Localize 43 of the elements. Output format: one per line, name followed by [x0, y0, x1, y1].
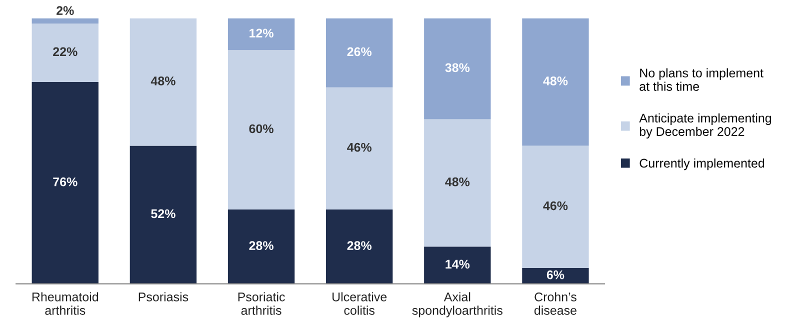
data-label: 48% — [150, 76, 176, 86]
legend-label: Currently implemented — [640, 158, 764, 170]
data-label: 2% — [56, 6, 74, 15]
x-tick-label: Psoriasis — [138, 292, 188, 302]
data-label: 26% — [347, 47, 372, 56]
x-tick-label: Rheumatoid arthritis — [32, 292, 98, 315]
data-label: 6% — [546, 270, 564, 280]
bar — [32, 24, 98, 82]
bar — [326, 209, 393, 284]
data-label: 28% — [347, 241, 372, 250]
bar — [522, 268, 589, 284]
data-label: 46% — [347, 142, 372, 152]
data-label: 46% — [543, 201, 568, 210]
bar — [32, 82, 98, 284]
x-tick-label: Psoriatic arthritis — [238, 292, 285, 315]
bar — [424, 18, 491, 120]
data-label: 22% — [53, 47, 78, 56]
data-label: 48% — [445, 177, 470, 186]
legend-label: No plans to implement at this time — [640, 68, 764, 91]
bar — [326, 18, 393, 88]
data-label: 38% — [445, 63, 470, 72]
bar — [522, 18, 589, 146]
data-label: 14% — [446, 260, 470, 269]
bar — [32, 18, 98, 24]
bar — [130, 18, 197, 146]
bar — [424, 119, 491, 247]
data-label: 48% — [543, 76, 568, 86]
bar — [228, 18, 295, 50]
data-label: 52% — [151, 209, 176, 218]
bar — [326, 87, 393, 210]
x-tick-label: Ulcerative colitis — [332, 292, 387, 315]
bar — [228, 50, 295, 210]
bar — [228, 209, 295, 284]
data-label: 76% — [53, 177, 78, 186]
bar — [522, 146, 589, 268]
data-label: 60% — [249, 124, 274, 134]
data-label: 28% — [249, 241, 274, 250]
legend-label: Anticipate implementing by December 2022 — [639, 113, 772, 138]
bar — [424, 246, 491, 284]
data-label: 12% — [250, 28, 274, 38]
x-tick-label: Crohn’s disease — [534, 292, 576, 315]
bar — [130, 146, 197, 284]
x-tick-label: Axial spondyloarthritis — [412, 292, 502, 318]
